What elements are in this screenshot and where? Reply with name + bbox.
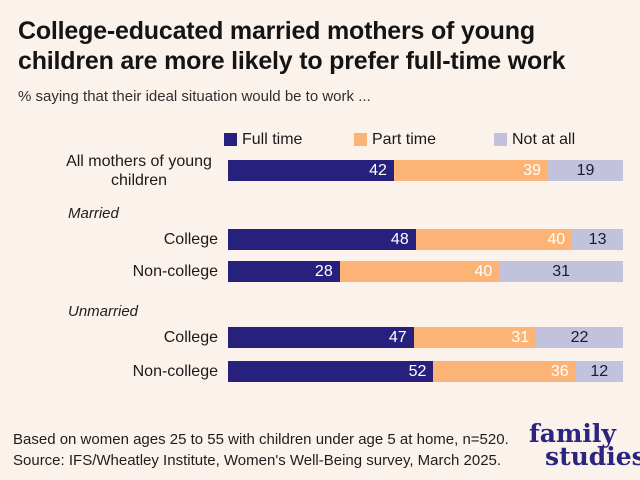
bar-value-label: 31 bbox=[511, 328, 530, 346]
section-label: Married bbox=[68, 205, 119, 222]
bar-segment-not-at-all: 12 bbox=[575, 361, 624, 382]
bar-value-label: 13 bbox=[588, 230, 607, 248]
bar-value-label: 31 bbox=[552, 262, 571, 280]
logo-word-studies: studies bbox=[545, 442, 640, 471]
bar-row: College 48 40 13 bbox=[10, 229, 623, 250]
legend-label: Not at all bbox=[512, 130, 576, 148]
chart-title: College-educated married mothers of youn… bbox=[18, 17, 566, 75]
stacked-bar: 47 31 22 bbox=[228, 327, 624, 348]
bar-value-label: 52 bbox=[408, 362, 427, 380]
bar-value-label: 19 bbox=[576, 161, 595, 179]
bar-value-label: 36 bbox=[550, 362, 569, 380]
footer-note: Based on women ages 25 to 55 with childr… bbox=[13, 429, 523, 471]
bar-segment-full-time: 28 bbox=[228, 261, 340, 282]
bar-segment-part-time: 31 bbox=[413, 327, 537, 348]
bar-value-label: 12 bbox=[590, 362, 609, 380]
legend-item-part-time: Part time bbox=[354, 131, 436, 148]
bar-segment-part-time: 40 bbox=[415, 229, 573, 250]
stacked-bar: 48 40 13 bbox=[228, 229, 623, 250]
family-studies-logo: family studies bbox=[529, 419, 640, 471]
chart-subtitle: % saying that their ideal situation woul… bbox=[18, 88, 371, 105]
bar-row: All mothers of young children 42 39 19 bbox=[10, 152, 623, 189]
legend-label: Part time bbox=[372, 130, 437, 148]
bar-value-label: 22 bbox=[570, 328, 589, 346]
not-at-all-swatch-icon bbox=[494, 133, 507, 146]
bar-segment-not-at-all: 31 bbox=[499, 261, 623, 282]
bar-segment-full-time: 48 bbox=[228, 229, 416, 250]
row-label: Non-college bbox=[132, 263, 218, 280]
part-time-swatch-icon bbox=[354, 133, 367, 146]
bar-value-label: 39 bbox=[523, 161, 541, 179]
bar-segment-part-time: 40 bbox=[339, 261, 500, 282]
section-label: Unmarried bbox=[68, 303, 139, 320]
bar-segment-not-at-all: 22 bbox=[536, 327, 624, 348]
row-label: College bbox=[163, 329, 218, 346]
source-note: Source: IFS/Wheatley Institute, Women's … bbox=[13, 452, 502, 469]
bar-segment-part-time: 39 bbox=[393, 160, 548, 181]
bar-segment-not-at-all: 13 bbox=[572, 229, 623, 250]
row-label: All mothers of young children bbox=[66, 152, 212, 189]
bar-segment-full-time: 42 bbox=[228, 160, 394, 181]
logo-word-family: family bbox=[529, 419, 616, 448]
bar-value-label: 40 bbox=[547, 230, 566, 248]
row-label: College bbox=[163, 231, 218, 248]
bar-row: College 47 31 22 bbox=[10, 327, 624, 348]
bar-segment-part-time: 36 bbox=[433, 361, 576, 382]
stacked-bar: 52 36 12 bbox=[228, 361, 624, 382]
full-time-swatch-icon bbox=[224, 133, 237, 146]
stacked-bar: 42 39 19 bbox=[228, 160, 623, 181]
bar-value-label: 47 bbox=[388, 328, 407, 346]
bar-value-label: 42 bbox=[369, 161, 387, 179]
legend-item-not-at-all: Not at all bbox=[494, 131, 575, 148]
bar-row: Non-college 28 40 31 bbox=[10, 261, 623, 282]
bar-value-label: 28 bbox=[314, 262, 333, 280]
stacked-bar: 28 40 31 bbox=[228, 261, 623, 282]
row-label: Non-college bbox=[132, 363, 218, 380]
bar-row: Non-college 52 36 12 bbox=[10, 361, 624, 382]
bar-value-label: 48 bbox=[390, 230, 409, 248]
bar-value-label: 40 bbox=[474, 262, 493, 280]
legend-label: Full time bbox=[242, 130, 303, 148]
bar-segment-full-time: 52 bbox=[228, 361, 434, 382]
base-note: Based on women ages 25 to 55 with childr… bbox=[13, 431, 509, 448]
bar-segment-not-at-all: 19 bbox=[547, 160, 623, 181]
bar-segment-full-time: 47 bbox=[228, 327, 414, 348]
legend-item-full-time: Full time bbox=[224, 131, 302, 148]
